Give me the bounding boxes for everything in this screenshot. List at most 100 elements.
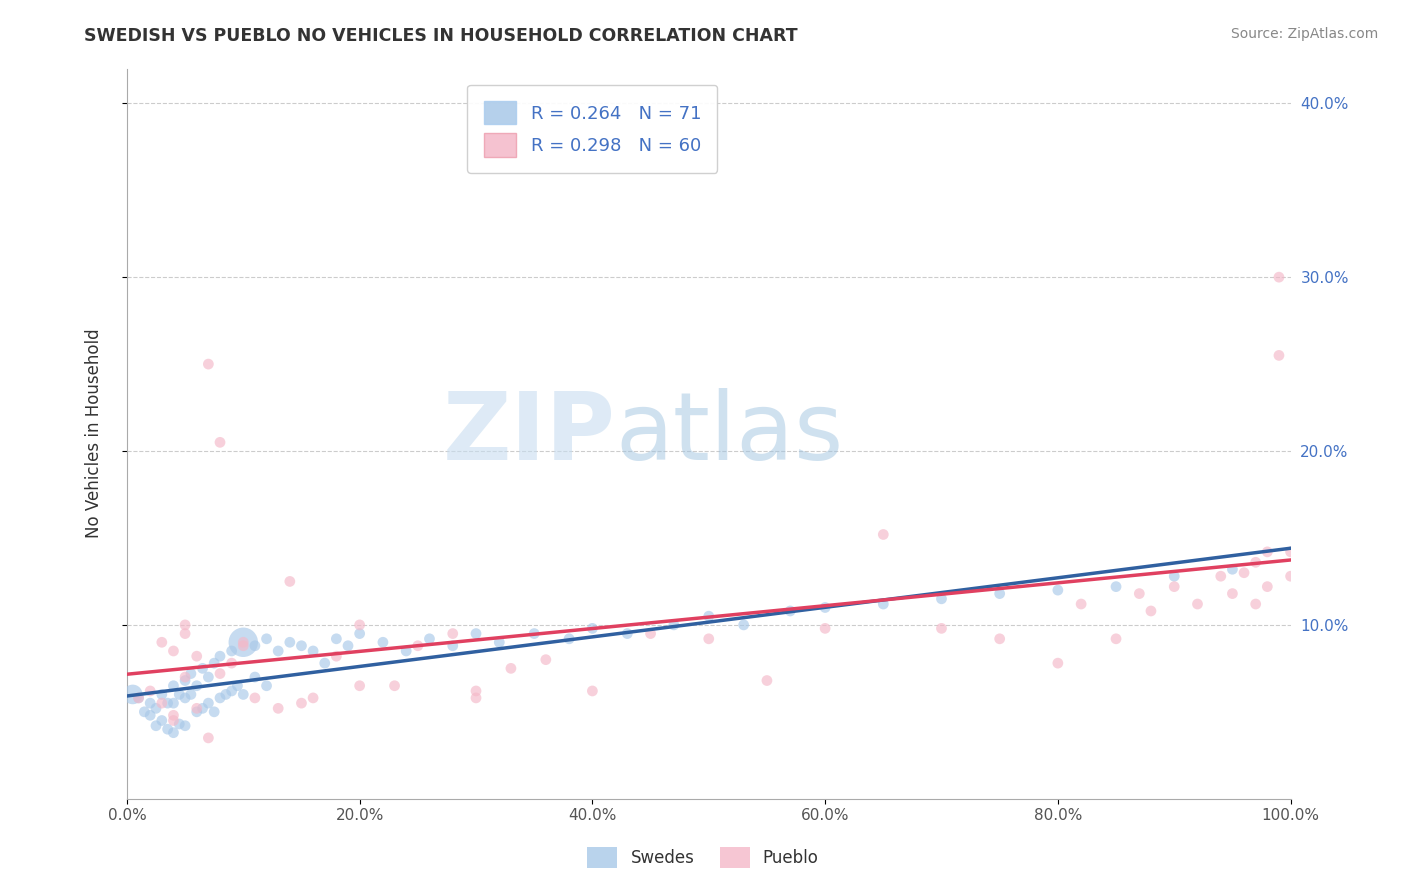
Y-axis label: No Vehicles in Household: No Vehicles in Household — [86, 329, 103, 539]
Point — [465, 626, 488, 640]
Point — [488, 635, 510, 649]
Point — [349, 618, 371, 632]
Point — [243, 690, 266, 705]
Legend: R = 0.264   N = 71, R = 0.298   N = 60: R = 0.264 N = 71, R = 0.298 N = 60 — [467, 85, 717, 173]
Point — [162, 679, 184, 693]
Point — [1070, 597, 1092, 611]
Point — [243, 670, 266, 684]
Point — [814, 600, 837, 615]
Point — [499, 661, 522, 675]
Point — [1187, 597, 1209, 611]
Point — [202, 705, 225, 719]
Point — [174, 618, 197, 632]
Point — [156, 723, 179, 737]
Point — [134, 705, 156, 719]
Point — [1256, 545, 1278, 559]
Point — [162, 708, 184, 723]
Point — [208, 435, 231, 450]
Point — [931, 591, 953, 606]
Point — [581, 621, 603, 635]
Point — [256, 632, 278, 646]
Point — [128, 690, 150, 705]
Point — [1222, 586, 1244, 600]
Point — [226, 679, 249, 693]
Point — [534, 653, 557, 667]
Point — [139, 684, 162, 698]
Point — [755, 673, 778, 688]
Point — [202, 656, 225, 670]
Point — [162, 714, 184, 728]
Point — [1163, 569, 1185, 583]
Point — [267, 701, 290, 715]
Point — [1140, 604, 1163, 618]
Point — [523, 626, 546, 640]
Point — [406, 639, 429, 653]
Point — [150, 688, 173, 702]
Point — [174, 670, 197, 684]
Point — [1268, 348, 1291, 362]
Point — [186, 649, 208, 664]
Point — [1209, 569, 1232, 583]
Point — [1128, 586, 1150, 600]
Point — [441, 626, 464, 640]
Point — [1244, 597, 1267, 611]
Point — [290, 639, 312, 653]
Point — [1163, 580, 1185, 594]
Point — [232, 635, 254, 649]
Point — [465, 684, 488, 698]
Point — [662, 618, 685, 632]
Point — [121, 688, 143, 702]
Point — [371, 635, 394, 649]
Point — [1105, 632, 1128, 646]
Text: Source: ZipAtlas.com: Source: ZipAtlas.com — [1230, 27, 1378, 41]
Point — [779, 604, 801, 618]
Point — [465, 690, 488, 705]
Point — [697, 609, 720, 624]
Point — [325, 649, 347, 664]
Point — [733, 618, 755, 632]
Text: SWEDISH VS PUEBLO NO VEHICLES IN HOUSEHOLD CORRELATION CHART: SWEDISH VS PUEBLO NO VEHICLES IN HOUSEHO… — [84, 27, 799, 45]
Point — [325, 632, 347, 646]
Point — [221, 656, 243, 670]
Point — [221, 644, 243, 658]
Point — [1046, 656, 1069, 670]
Point — [197, 670, 219, 684]
Point — [1256, 580, 1278, 594]
Point — [256, 679, 278, 693]
Point — [395, 644, 418, 658]
Point — [616, 626, 638, 640]
Point — [139, 708, 162, 723]
Point — [418, 632, 440, 646]
Point — [558, 632, 581, 646]
Text: ZIP: ZIP — [443, 388, 616, 480]
Point — [349, 626, 371, 640]
Point — [197, 357, 219, 371]
Point — [180, 688, 202, 702]
Point — [139, 696, 162, 710]
Point — [1046, 583, 1069, 598]
Point — [232, 688, 254, 702]
Point — [174, 719, 197, 733]
Point — [186, 679, 208, 693]
Point — [441, 639, 464, 653]
Point — [215, 688, 238, 702]
Point — [162, 644, 184, 658]
Point — [186, 705, 208, 719]
Point — [1222, 562, 1244, 576]
Point — [384, 679, 406, 693]
Point — [180, 666, 202, 681]
Point — [302, 690, 325, 705]
Point — [162, 696, 184, 710]
Point — [191, 661, 214, 675]
Point — [169, 717, 191, 731]
Point — [1233, 566, 1256, 580]
Point — [1279, 545, 1302, 559]
Point — [145, 701, 167, 715]
Point — [1105, 580, 1128, 594]
Point — [221, 684, 243, 698]
Point — [278, 574, 301, 589]
Point — [232, 639, 254, 653]
Point — [302, 644, 325, 658]
Point — [156, 696, 179, 710]
Point — [314, 656, 336, 670]
